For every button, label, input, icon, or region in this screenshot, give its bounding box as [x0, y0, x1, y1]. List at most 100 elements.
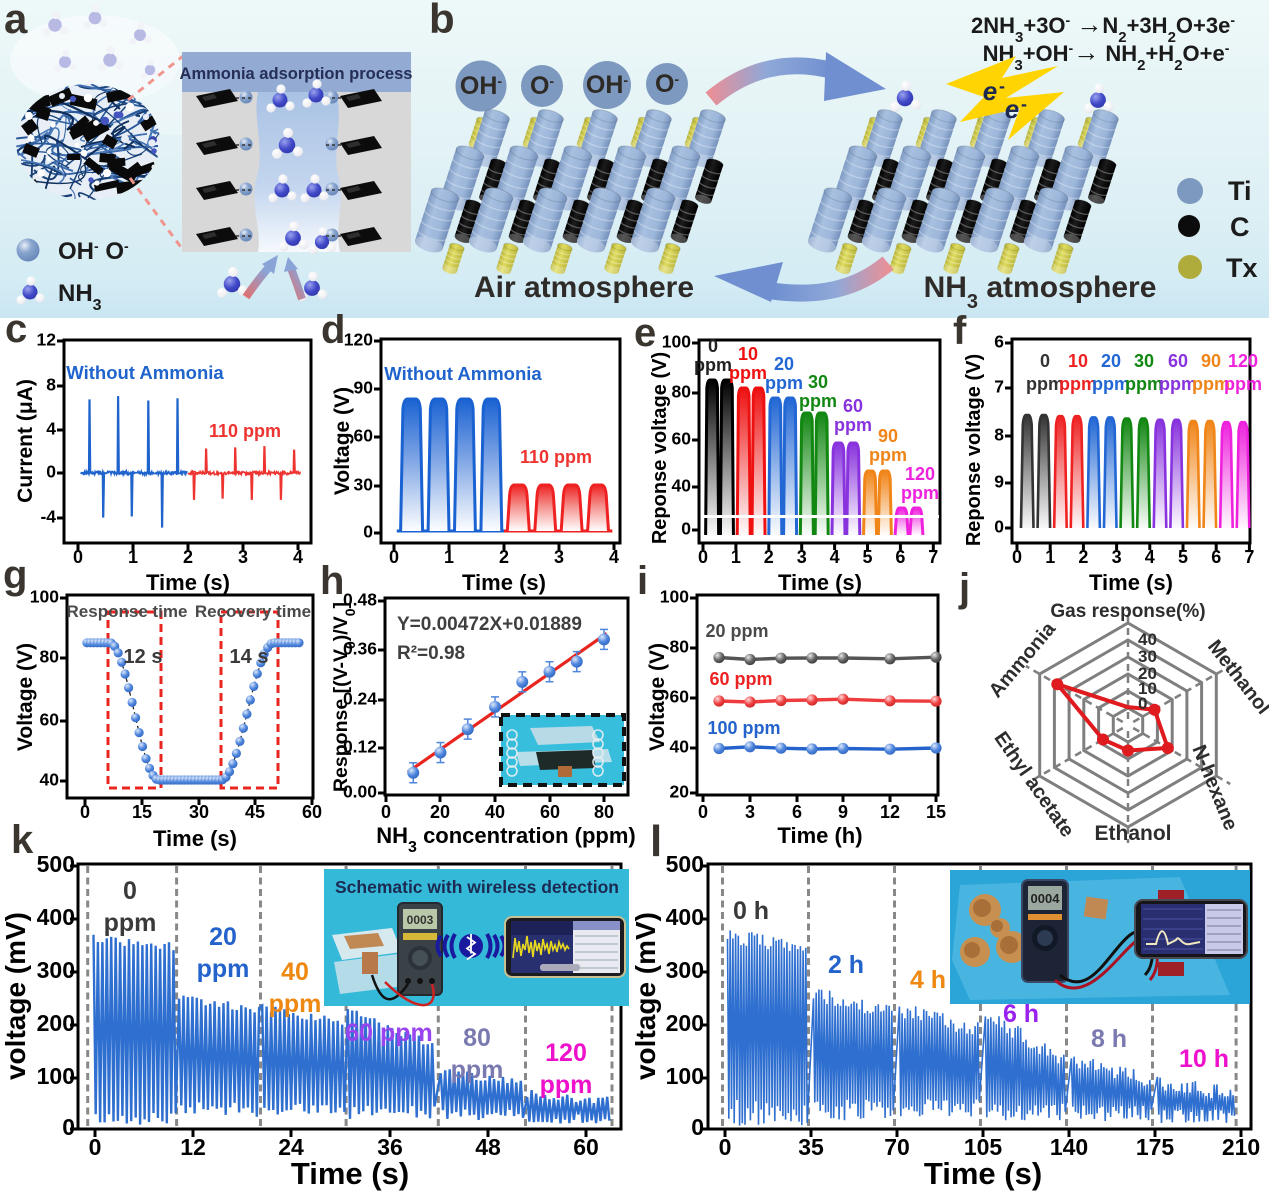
svg-text:80: 80	[594, 802, 614, 822]
svg-text:6: 6	[895, 547, 905, 567]
svg-text:12: 12	[880, 802, 900, 822]
svg-text:0.24: 0.24	[343, 689, 377, 709]
svg-text:6 h: 6 h	[1003, 1000, 1039, 1028]
svg-text:100: 100	[662, 332, 691, 352]
svg-text:0: 0	[1138, 694, 1147, 713]
svg-text:20 ppm: 20 ppm	[705, 621, 768, 641]
svg-text:0.00: 0.00	[343, 782, 377, 802]
svg-text:ppm: ppm	[197, 955, 250, 983]
svg-text:9: 9	[994, 472, 1004, 492]
svg-text:7: 7	[1244, 547, 1254, 567]
svg-text:i: i	[637, 559, 648, 603]
svg-text:4: 4	[293, 547, 303, 567]
svg-text:ppm: ppm	[729, 363, 767, 383]
svg-text:ppm: ppm	[1092, 374, 1130, 394]
svg-text:C: C	[1230, 212, 1250, 242]
svg-text:100: 100	[666, 1063, 704, 1089]
svg-text:Time (s): Time (s)	[291, 1156, 409, 1191]
svg-text:3: 3	[797, 547, 807, 567]
svg-text:0: 0	[123, 877, 137, 905]
svg-text:60: 60	[573, 1134, 599, 1160]
svg-text:12: 12	[180, 1134, 206, 1160]
svg-text:40: 40	[1138, 630, 1157, 649]
svg-text:10: 10	[1138, 679, 1157, 698]
svg-text:h: h	[320, 559, 344, 603]
svg-text:Time (s): Time (s)	[1089, 570, 1173, 595]
svg-text:Time (s): Time (s)	[146, 570, 230, 595]
svg-text:60: 60	[1168, 351, 1188, 371]
svg-text:Gas response(%): Gas response(%)	[1050, 601, 1205, 622]
svg-text:Time (s): Time (s)	[462, 570, 546, 595]
svg-text:k: k	[11, 818, 34, 862]
svg-text:Reponse voltage (V): Reponse voltage (V)	[963, 354, 985, 546]
svg-text:3: 3	[745, 802, 755, 822]
svg-text:60: 60	[670, 687, 690, 707]
svg-text:30: 30	[1138, 647, 1157, 666]
svg-text:24: 24	[278, 1134, 304, 1160]
svg-text:140: 140	[1050, 1134, 1088, 1160]
svg-text:ppm: ppm	[869, 445, 907, 465]
svg-text:ppm: ppm	[765, 373, 803, 393]
svg-text:d: d	[321, 308, 345, 352]
svg-text:Air atmosphere: Air atmosphere	[474, 271, 694, 304]
svg-text:1: 1	[444, 547, 454, 567]
svg-text:Time (h): Time (h)	[777, 823, 862, 848]
svg-text:ppm: ppm	[269, 990, 322, 1018]
svg-text:0: 0	[698, 547, 708, 567]
svg-text:Ethanol: Ethanol	[1095, 822, 1172, 845]
svg-text:60 ppm: 60 ppm	[709, 669, 772, 689]
svg-text:200: 200	[37, 1010, 75, 1036]
svg-text:Current (μA): Current (μA)	[14, 379, 37, 503]
svg-text:Tx: Tx	[1226, 253, 1258, 283]
svg-text:ppm: ppm	[901, 483, 939, 503]
svg-text:45: 45	[245, 802, 265, 822]
svg-text:210: 210	[1222, 1134, 1260, 1160]
svg-text:200: 200	[666, 1010, 704, 1036]
svg-text:Y=0.00472X+0.01889: Y=0.00472X+0.01889	[397, 614, 582, 635]
svg-text:0.12: 0.12	[343, 737, 377, 757]
svg-text:Schematic with wireless detect: Schematic with wireless detection	[335, 877, 619, 897]
svg-text:36: 36	[377, 1134, 403, 1160]
svg-text:Recovery time: Recovery time	[195, 602, 311, 621]
svg-text:Without Ammonia: Without Ammonia	[384, 363, 542, 384]
svg-text:voltage (mV): voltage (mV)	[0, 912, 31, 1080]
svg-text:ppm: ppm	[1192, 374, 1230, 394]
svg-text:ppm: ppm	[1059, 374, 1097, 394]
svg-text:10: 10	[1068, 351, 1088, 371]
svg-text:OH-: OH-	[460, 72, 503, 100]
svg-text:105: 105	[964, 1134, 1003, 1160]
svg-text:10 h: 10 h	[1179, 1045, 1229, 1073]
svg-text:0: 0	[73, 547, 83, 567]
svg-text:0: 0	[80, 802, 90, 822]
svg-text:0: 0	[46, 462, 56, 482]
svg-text:70: 70	[884, 1134, 910, 1160]
svg-text:ppm: ppm	[451, 1056, 504, 1084]
svg-text:Reponse voltage (V): Reponse voltage (V)	[649, 352, 671, 544]
svg-text:ppm: ppm	[694, 355, 732, 375]
svg-text:5: 5	[1178, 547, 1188, 567]
svg-text:1: 1	[128, 547, 138, 567]
svg-text:400: 400	[37, 904, 75, 930]
svg-text:400: 400	[666, 904, 704, 930]
svg-text:100: 100	[660, 587, 689, 607]
svg-text:b: b	[429, 0, 455, 42]
svg-text:2: 2	[764, 547, 774, 567]
svg-text:2: 2	[183, 547, 193, 567]
svg-text:0 h: 0 h	[733, 897, 769, 925]
svg-text:ppm: ppm	[1224, 374, 1262, 394]
svg-text:0: 0	[719, 1134, 732, 1160]
svg-text:20: 20	[209, 923, 237, 951]
svg-text:Response time: Response time	[67, 602, 188, 621]
svg-text:110 ppm: 110 ppm	[520, 447, 592, 467]
svg-text:5: 5	[862, 547, 872, 567]
svg-text:e: e	[983, 76, 997, 106]
svg-text:2: 2	[1078, 547, 1088, 567]
svg-text:30: 30	[189, 802, 209, 822]
svg-text:ppm: ppm	[104, 909, 157, 937]
svg-text:Voltage (V): Voltage (V)	[14, 643, 37, 751]
svg-text:l: l	[650, 817, 662, 866]
svg-text:15: 15	[132, 802, 152, 822]
svg-text:7: 7	[928, 547, 938, 567]
svg-text:j: j	[958, 566, 970, 610]
svg-text:120: 120	[344, 330, 373, 350]
